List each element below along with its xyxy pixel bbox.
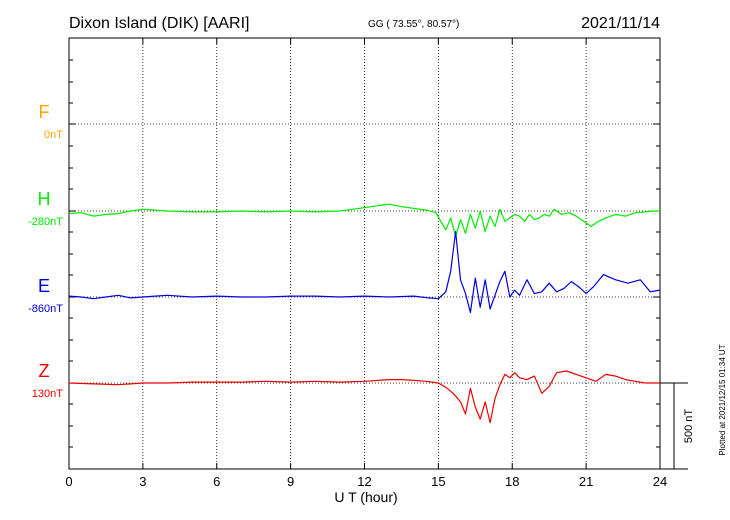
x-tick-label: 0 [65,474,72,489]
scale-bar: 500 nT [660,382,695,470]
series-baseline-h: -280nT [28,216,63,228]
x-axis-label: U T (hour) [334,489,397,505]
grid [69,38,660,469]
series-baseline-e: -860nT [28,303,63,315]
series-baseline-f: 0nT [44,129,63,141]
series-h: H -280nT [28,189,660,238]
series-line-z [68,370,660,424]
coordinates-label: GG ( 73.55°, 80.57°) [368,19,459,30]
series-baseline-z: 130nT [32,388,63,400]
x-tick-label: 6 [213,474,220,489]
series-line-h [68,203,660,238]
x-tick-label: 18 [505,474,519,489]
series-f: F 0nT [39,102,64,141]
x-tick-label: 12 [357,474,371,489]
series-name-f: F [39,102,50,122]
date-label: 2021/11/14 [581,15,660,32]
series-name-z: Z [39,361,50,381]
x-tick-label: 15 [431,474,445,489]
x-tick-label: 9 [287,474,294,489]
series-line-e [68,231,661,314]
station-title: Dixon Island (DIK) [AARI] [69,15,250,32]
x-tick-label: 3 [139,474,146,489]
scale-bar-label: 500 nT [683,409,695,444]
series-e: E -860nT [28,231,661,315]
series-name-h: H [38,189,51,209]
x-axis-ticks: 0 3 6 9 12 15 18 21 24 [65,38,667,489]
series-z: Z 130nT [32,361,660,424]
x-tick-label: 21 [579,474,593,489]
series-name-e: E [38,276,50,296]
plotted-note: Plotted at 2021/12/15 01:34 UT [718,344,727,455]
x-tick-label: 24 [653,474,667,489]
series-layer: F 0nT H -280nT E -860nT Z 130nT [28,102,661,424]
